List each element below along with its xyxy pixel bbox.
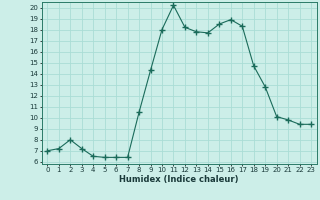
X-axis label: Humidex (Indice chaleur): Humidex (Indice chaleur) bbox=[119, 175, 239, 184]
